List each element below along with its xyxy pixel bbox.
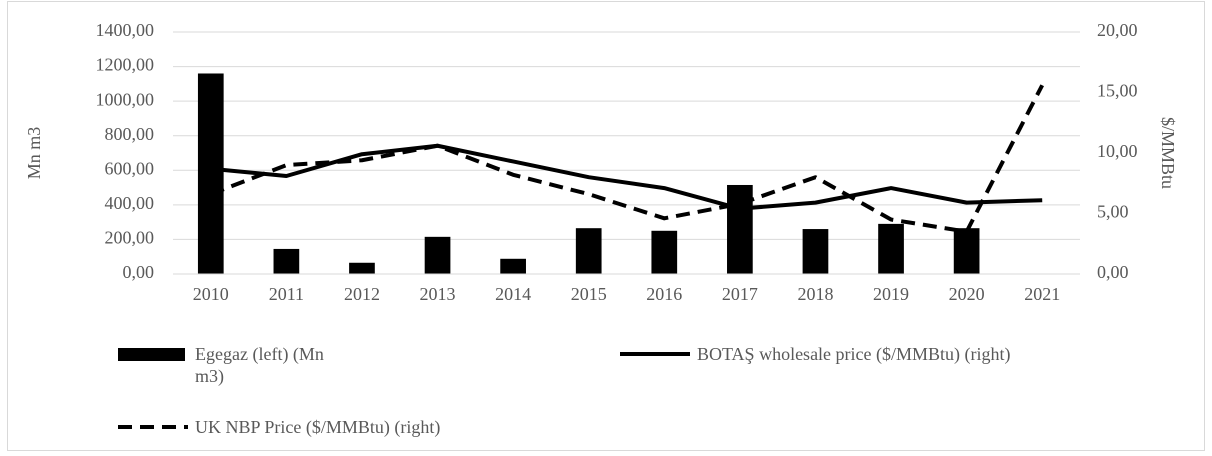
y2-tick-label: 10,00 bbox=[1097, 141, 1138, 161]
bar bbox=[424, 236, 451, 274]
legend-swatch bbox=[620, 352, 690, 356]
line-series bbox=[210, 143, 1043, 211]
bar bbox=[197, 73, 224, 274]
bar bbox=[651, 230, 678, 274]
y-tick-label: 400,00 bbox=[105, 193, 155, 213]
y-tick-label: 0,00 bbox=[123, 262, 155, 282]
y2-tick-label: 5,00 bbox=[1097, 202, 1129, 222]
legend-label: BOTAŞ wholesale price ($/MMBtu) (right) bbox=[697, 344, 1011, 364]
bar bbox=[953, 228, 980, 274]
legend-marker bbox=[118, 348, 185, 361]
y-axis-label: Mn m3 bbox=[24, 127, 44, 180]
y2-axis-label: $/MMBtu bbox=[1158, 117, 1178, 189]
y-tick-label: 600,00 bbox=[105, 158, 155, 178]
x-tick-label: 2016 bbox=[646, 284, 682, 304]
x-tick-label: 2018 bbox=[797, 284, 833, 304]
y-tick-label: 1200,00 bbox=[96, 55, 155, 75]
bar bbox=[575, 228, 602, 274]
x-tick-label: 2012 bbox=[344, 284, 380, 304]
legend-label: Egegaz (left) (Mn m3) bbox=[195, 344, 324, 386]
legend-item: Egegaz (left) (Mn m3) bbox=[118, 343, 345, 387]
x-tick-label: 2015 bbox=[571, 284, 607, 304]
y2-tick-label: 0,00 bbox=[1097, 262, 1129, 282]
x-tick-label: 2014 bbox=[495, 284, 531, 304]
y2-tick-label: 15,00 bbox=[1097, 81, 1138, 101]
y-tick-label: 800,00 bbox=[105, 124, 155, 144]
bar bbox=[727, 184, 753, 274]
bar bbox=[349, 262, 375, 274]
line-series bbox=[210, 84, 1044, 234]
legend-item: UK NBP Price ($/MMBtu) (right) bbox=[118, 416, 695, 438]
x-tick-label: 2010 bbox=[193, 284, 229, 304]
x-tick-label: 2017 bbox=[722, 284, 758, 304]
bar bbox=[273, 248, 300, 274]
x-tick-label: 2013 bbox=[420, 284, 456, 304]
x-tick-label: 2011 bbox=[269, 284, 304, 304]
legend-swatch bbox=[118, 425, 188, 429]
bar bbox=[500, 258, 526, 274]
bar bbox=[878, 223, 904, 274]
y-tick-label: 200,00 bbox=[105, 228, 155, 248]
x-tick-label: 2019 bbox=[873, 284, 909, 304]
legend-label: UK NBP Price ($/MMBtu) (right) bbox=[195, 417, 441, 437]
y-tick-label: 1400,00 bbox=[96, 20, 155, 40]
x-tick-label: 2021 bbox=[1024, 284, 1060, 304]
y2-tick-label: 20,00 bbox=[1097, 20, 1138, 40]
x-tick-label: 2020 bbox=[949, 284, 985, 304]
y-tick-label: 1000,00 bbox=[96, 89, 155, 109]
legend-item: BOTAŞ wholesale price ($/MMBtu) (right) bbox=[620, 343, 1197, 365]
bar bbox=[802, 229, 829, 274]
legend-swatch bbox=[118, 348, 185, 361]
